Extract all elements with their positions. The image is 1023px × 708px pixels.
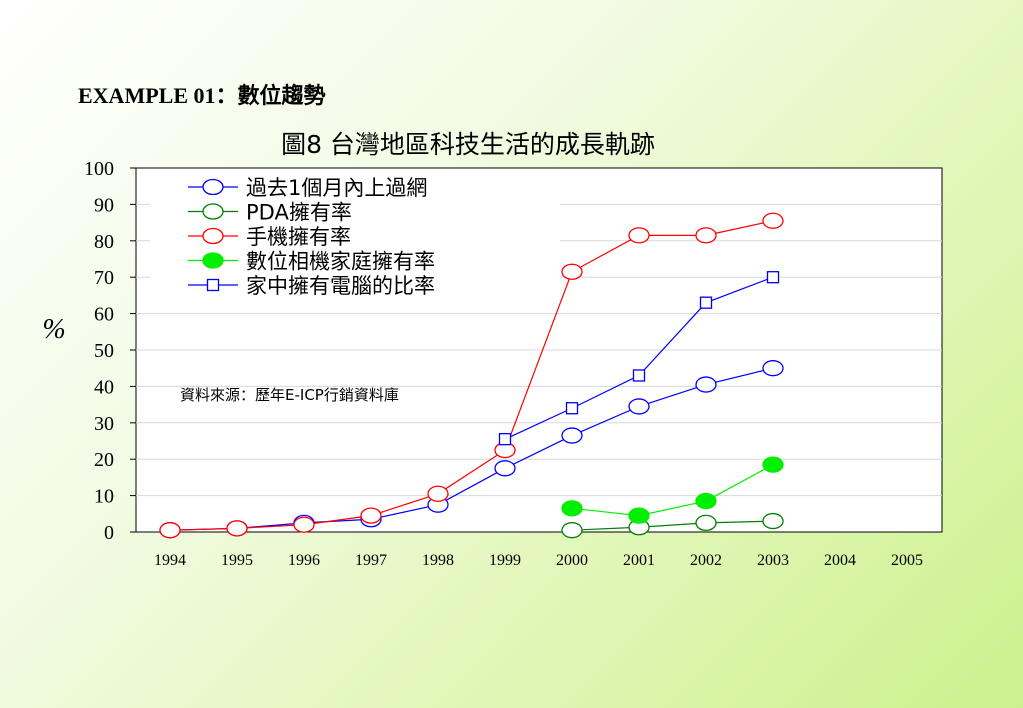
y-tick-label: 60 (94, 304, 114, 326)
source-annotation: 資料來源：歷年E-ICP行銷資料庫 (180, 386, 399, 404)
data-point (695, 227, 717, 244)
data-point (628, 227, 650, 244)
legend-label: 手機擁有率 (246, 225, 351, 249)
series-line (571, 464, 774, 517)
y-tick-label: 0 (104, 522, 114, 544)
series-line (169, 220, 774, 531)
page-heading: EXAMPLE 01：數位趨勢 (78, 83, 326, 108)
y-tick-label: 50 (94, 340, 114, 362)
data-point (628, 398, 650, 415)
data-point (695, 492, 717, 510)
data-point (699, 296, 713, 309)
legend-item: 數位相機家庭擁有率 (188, 250, 435, 274)
data-point (427, 485, 449, 502)
data-point (494, 460, 516, 477)
data-point (695, 514, 717, 532)
data-point (202, 227, 224, 245)
data-point (632, 369, 646, 382)
data-point (762, 456, 784, 473)
series-4 (498, 271, 780, 446)
y-tick-label: 20 (94, 449, 114, 471)
data-point (762, 360, 784, 377)
x-tick-label: 2000 (556, 552, 588, 569)
data-point (762, 212, 784, 229)
y-axis-ticks: 0 10 20 30 40 50 60 70 80 90 100 (84, 158, 136, 544)
data-point (202, 178, 224, 196)
data-point (561, 522, 583, 539)
series-line (169, 367, 774, 531)
x-tick-label: 1996 (288, 552, 320, 569)
y-tick-label: 90 (94, 194, 114, 216)
y-tick-label: 40 (94, 376, 114, 398)
data-point (561, 263, 583, 280)
data-point (561, 500, 583, 517)
legend-label: 數位相機家庭擁有率 (246, 250, 435, 274)
x-tick-label: 2003 (757, 552, 789, 569)
legend-item: 家中擁有電腦的比率 (188, 274, 435, 298)
y-tick-label: 30 (94, 413, 114, 435)
data-point (565, 402, 579, 415)
data-point (561, 427, 583, 444)
y-tick-label: 80 (94, 231, 114, 253)
data-point (293, 516, 315, 533)
data-point (762, 512, 784, 530)
data-point (206, 278, 220, 292)
x-tick-label: 2002 (690, 552, 722, 569)
data-point (360, 507, 382, 524)
data-point (226, 520, 248, 537)
series-line (571, 520, 774, 531)
data-point (202, 203, 224, 220)
x-axis-ticks: 1994 1995 1996 1997 1998 1999 2000 2001 2002 2003… (154, 552, 923, 569)
chart-title: 圖8 台灣地區科技生活的成長軌跡 (281, 130, 655, 159)
x-tick-label: 2004 (824, 552, 856, 569)
x-tick-label: 1998 (422, 552, 454, 569)
series-1 (561, 512, 784, 539)
y-tick-label: 100 (84, 158, 114, 180)
x-tick-label: 1999 (489, 552, 521, 569)
y-axis-label: % (42, 314, 65, 345)
data-point (766, 271, 780, 284)
data-point (159, 522, 181, 539)
data-point (695, 376, 717, 393)
data-point (202, 252, 224, 269)
legend-item: 手機擁有率 (188, 225, 351, 249)
legend-label: 過去1個月內上過網 (246, 176, 427, 200)
series-2 (159, 212, 784, 539)
y-tick-label: 10 (94, 486, 114, 508)
series-lines (159, 212, 784, 539)
data-point (498, 433, 512, 446)
x-tick-label: 1997 (355, 552, 387, 569)
y-tick-label: 70 (94, 267, 114, 289)
x-tick-label: 2001 (623, 552, 655, 569)
x-tick-label: 2005 (891, 552, 923, 569)
legend-item: 過去1個月內上過網 (188, 176, 427, 200)
series-3 (561, 456, 784, 524)
x-tick-label: 1994 (154, 552, 186, 569)
x-tick-label: 1995 (221, 552, 253, 569)
legend-label: 家中擁有電腦的比率 (246, 274, 435, 298)
data-point (628, 507, 650, 524)
legend-item: PDA擁有率 (188, 201, 352, 225)
legend-label: PDA擁有率 (246, 201, 352, 225)
